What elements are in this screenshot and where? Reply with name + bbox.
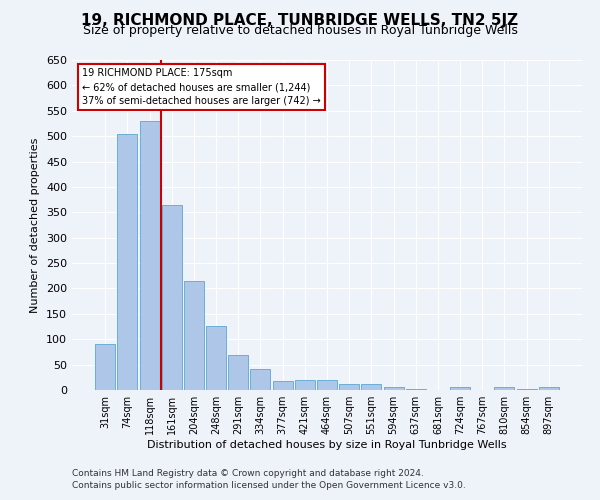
Text: Contains HM Land Registry data © Crown copyright and database right 2024.: Contains HM Land Registry data © Crown c…	[72, 468, 424, 477]
Text: Size of property relative to detached houses in Royal Tunbridge Wells: Size of property relative to detached ho…	[83, 24, 517, 37]
Bar	[206, 326, 226, 390]
Bar	[140, 121, 160, 390]
Bar	[450, 387, 470, 390]
Bar	[272, 382, 293, 390]
Bar	[339, 384, 359, 390]
Bar	[250, 368, 271, 390]
Text: Contains public sector information licensed under the Open Government Licence v3: Contains public sector information licen…	[72, 481, 466, 490]
Bar	[494, 388, 514, 390]
Bar	[406, 389, 426, 390]
Bar	[317, 380, 337, 390]
Bar	[361, 384, 382, 390]
Bar	[295, 380, 315, 390]
X-axis label: Distribution of detached houses by size in Royal Tunbridge Wells: Distribution of detached houses by size …	[147, 440, 507, 450]
Bar	[95, 344, 115, 390]
Bar	[118, 134, 137, 390]
Bar	[228, 356, 248, 390]
Bar	[184, 281, 204, 390]
Bar	[383, 388, 404, 390]
Text: 19 RICHMOND PLACE: 175sqm
← 62% of detached houses are smaller (1,244)
37% of se: 19 RICHMOND PLACE: 175sqm ← 62% of detac…	[82, 68, 321, 106]
Bar	[162, 204, 182, 390]
Bar	[539, 388, 559, 390]
Y-axis label: Number of detached properties: Number of detached properties	[31, 138, 40, 312]
Text: 19, RICHMOND PLACE, TUNBRIDGE WELLS, TN2 5JZ: 19, RICHMOND PLACE, TUNBRIDGE WELLS, TN2…	[82, 12, 518, 28]
